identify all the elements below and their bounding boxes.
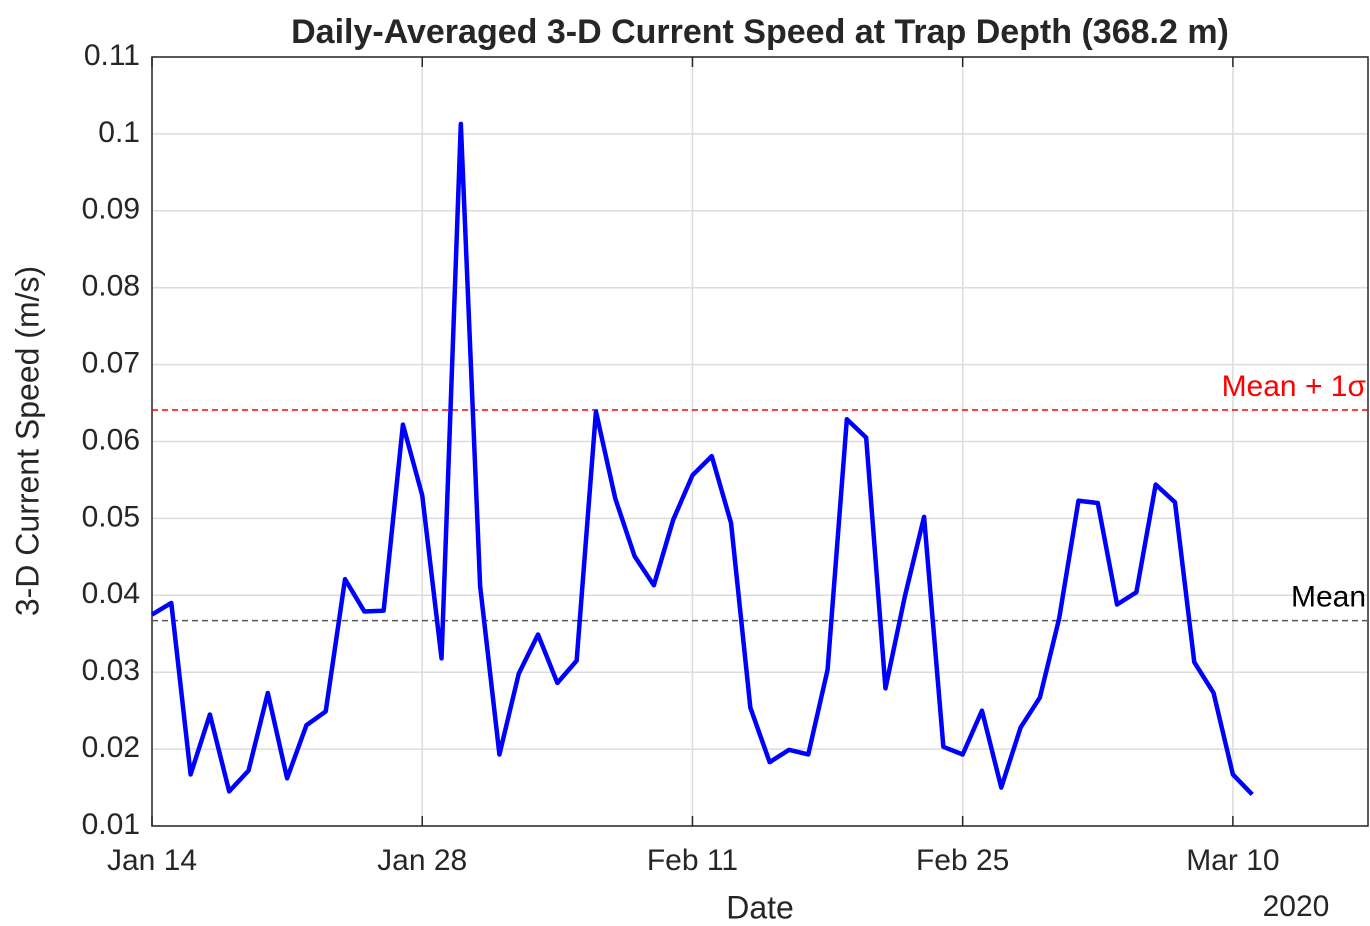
reference-label: Mean + 1σ [1222, 370, 1367, 403]
y-tick-label: 0.03 [82, 654, 140, 687]
y-tick-label: 0.09 [82, 193, 140, 226]
x-tick-label: Jan 28 [377, 844, 467, 877]
y-tick-label: 0.07 [82, 347, 140, 380]
y-tick-label: 0.02 [82, 731, 140, 764]
chart-title: Daily-Averaged 3-D Current Speed at Trap… [291, 13, 1229, 51]
y-tick-label: 0.04 [82, 577, 140, 610]
x-tick-label: Feb 25 [916, 844, 1009, 877]
y-tick-label: 0.05 [82, 500, 140, 533]
x-tick-label: Feb 11 [647, 844, 738, 877]
y-tick-label: 0.08 [82, 270, 140, 303]
x-tick-label: Mar 10 [1186, 844, 1279, 877]
plot-frame [151, 56, 1369, 827]
y-tick-label: 0.01 [82, 808, 140, 841]
reference-label: Mean [1291, 581, 1366, 614]
y-tick-label: 0.11 [84, 39, 140, 72]
y-axis-label: 3-D Current Speed (m/s) [9, 266, 45, 616]
x-tick-label: Jan 14 [107, 844, 197, 877]
y-tick-label: 0.1 [98, 116, 140, 149]
x-axis-label: Date [726, 889, 794, 925]
data-line [150, 121, 1254, 797]
y-tick-label: 0.06 [82, 423, 140, 456]
x-year-label: 2020 [1263, 890, 1330, 923]
